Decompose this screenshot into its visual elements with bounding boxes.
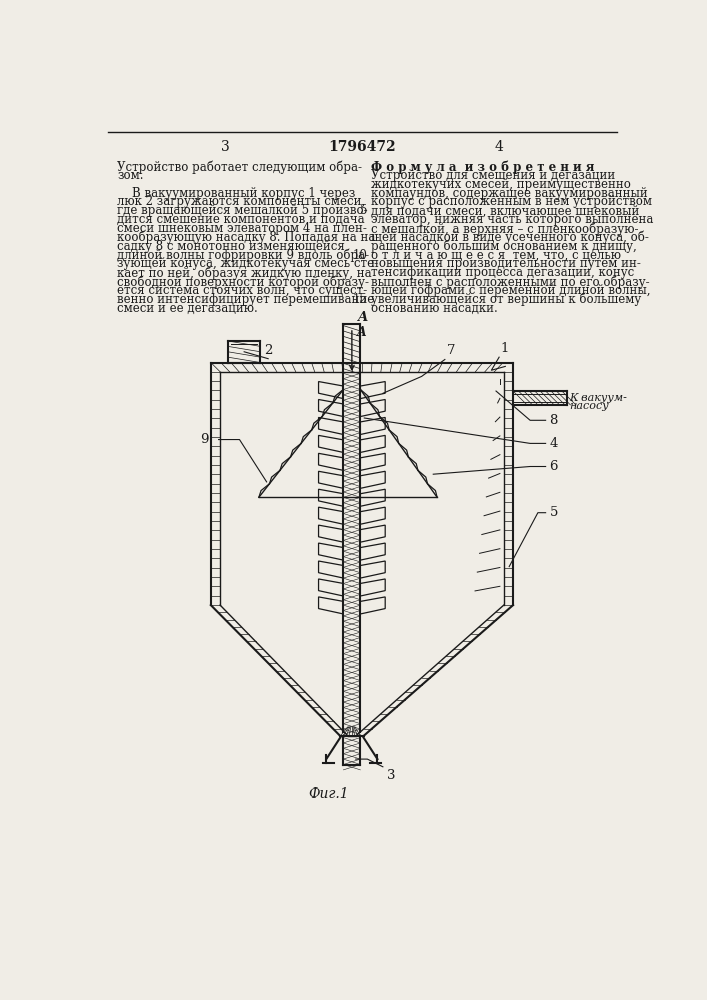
Text: 3: 3 xyxy=(221,140,230,154)
Text: A: A xyxy=(357,311,368,324)
Text: 9: 9 xyxy=(200,433,209,446)
Text: повышения производительности путем ин-: повышения производительности путем ин- xyxy=(371,257,641,270)
Text: 2: 2 xyxy=(264,344,272,357)
Text: где вращающейся мешалкой 5 произво-: где вращающейся мешалкой 5 произво- xyxy=(117,204,368,217)
Text: жидкотекучих смесей, преимущественно: жидкотекучих смесей, преимущественно xyxy=(371,178,631,191)
Text: 7: 7 xyxy=(446,344,455,357)
Text: основанию насадки.: основанию насадки. xyxy=(371,302,498,315)
Text: 5: 5 xyxy=(549,506,558,519)
Text: венно интенсифицирует перемешивание: венно интенсифицирует перемешивание xyxy=(117,293,374,306)
Text: смеси и ее дегазацию.: смеси и ее дегазацию. xyxy=(117,302,258,315)
Text: 5: 5 xyxy=(360,204,368,217)
Text: зом.: зом. xyxy=(117,169,144,182)
Text: дится смешение компонентов и подача: дится смешение компонентов и подача xyxy=(117,213,365,226)
Text: Устройство для смешения и дегазации: Устройство для смешения и дегазации xyxy=(371,169,616,182)
Text: 1: 1 xyxy=(501,342,509,355)
Text: 3: 3 xyxy=(387,769,395,782)
Text: 15: 15 xyxy=(353,293,368,306)
Text: Устройство работает следующим обра-: Устройство работает следующим обра- xyxy=(117,160,362,174)
Text: для подачи смеси, включающее шнековый: для подачи смеси, включающее шнековый xyxy=(371,204,640,217)
Text: тенсификации процесса дегазации, конус: тенсификации процесса дегазации, конус xyxy=(371,266,634,279)
Text: зующей конуса, жидкотекучая смесь сте-: зующей конуса, жидкотекучая смесь сте- xyxy=(117,257,378,270)
Text: элеватор, нижняя часть которого выполнена: элеватор, нижняя часть которого выполнен… xyxy=(371,213,654,226)
Text: 4: 4 xyxy=(495,140,503,154)
Text: ющей гофрами с переменной длиной волны,: ющей гофрами с переменной длиной волны, xyxy=(371,284,650,297)
Text: свободной поверхности которой образу-: свободной поверхности которой образу- xyxy=(117,275,369,289)
Text: насосу: насосу xyxy=(570,401,609,411)
Text: компаундов, содержащее вакуумированный: компаундов, содержащее вакуумированный xyxy=(371,187,648,200)
Text: смеси шнековым элеватором 4 на плен-: смеси шнековым элеватором 4 на плен- xyxy=(117,222,367,235)
Text: садку 8 с монотонно изменяющейся: садку 8 с монотонно изменяющейся xyxy=(117,240,345,253)
Text: К вакуум-: К вакуум- xyxy=(570,393,628,403)
Text: длиной волны гофрировки 9 вдоль обра-: длиной волны гофрировки 9 вдоль обра- xyxy=(117,249,369,262)
Text: A: A xyxy=(356,326,366,339)
Text: увеличивающейся от вершины к большему: увеличивающейся от вершины к большему xyxy=(371,293,641,306)
Text: Фиг.1: Фиг.1 xyxy=(308,787,349,801)
Text: кообразующую насадку 8. Попадая на на-: кообразующую насадку 8. Попадая на на- xyxy=(117,231,380,244)
Text: щей насадкой в виде усеченного конуса, об-: щей насадкой в виде усеченного конуса, о… xyxy=(371,231,649,244)
Text: В вакуумированный корпус 1 через: В вакуумированный корпус 1 через xyxy=(117,187,356,200)
Text: 6: 6 xyxy=(549,460,558,473)
Text: 8: 8 xyxy=(549,414,558,427)
Text: выполнен с расположенными по его образу-: выполнен с расположенными по его образу- xyxy=(371,275,650,289)
Text: кает по ней, образуя жидкую пленку, на: кает по ней, образуя жидкую пленку, на xyxy=(117,266,372,280)
Text: Ф о р м у л а  и з о б р е т е н и я: Ф о р м у л а и з о б р е т е н и я xyxy=(371,160,595,174)
Text: ращенного большим основанием к днищу,: ращенного большим основанием к днищу, xyxy=(371,240,637,253)
Text: 1796472: 1796472 xyxy=(328,140,396,154)
Text: люк 2 загружаются компоненты смеси,: люк 2 загружаются компоненты смеси, xyxy=(117,195,366,208)
Text: о т л и ч а ю щ е е с я  тем, что, с целью: о т л и ч а ю щ е е с я тем, что, с цель… xyxy=(371,249,621,262)
Text: 4: 4 xyxy=(549,437,558,450)
Text: с мешалкой, а верхняя – с пленкообразую-: с мешалкой, а верхняя – с пленкообразую- xyxy=(371,222,638,236)
Text: корпус с расположенным в нем устройством: корпус с расположенным в нем устройством xyxy=(371,195,653,208)
Text: 10: 10 xyxy=(353,249,368,262)
Text: ется система стоячих волн, что сущест-: ется система стоячих волн, что сущест- xyxy=(117,284,368,297)
